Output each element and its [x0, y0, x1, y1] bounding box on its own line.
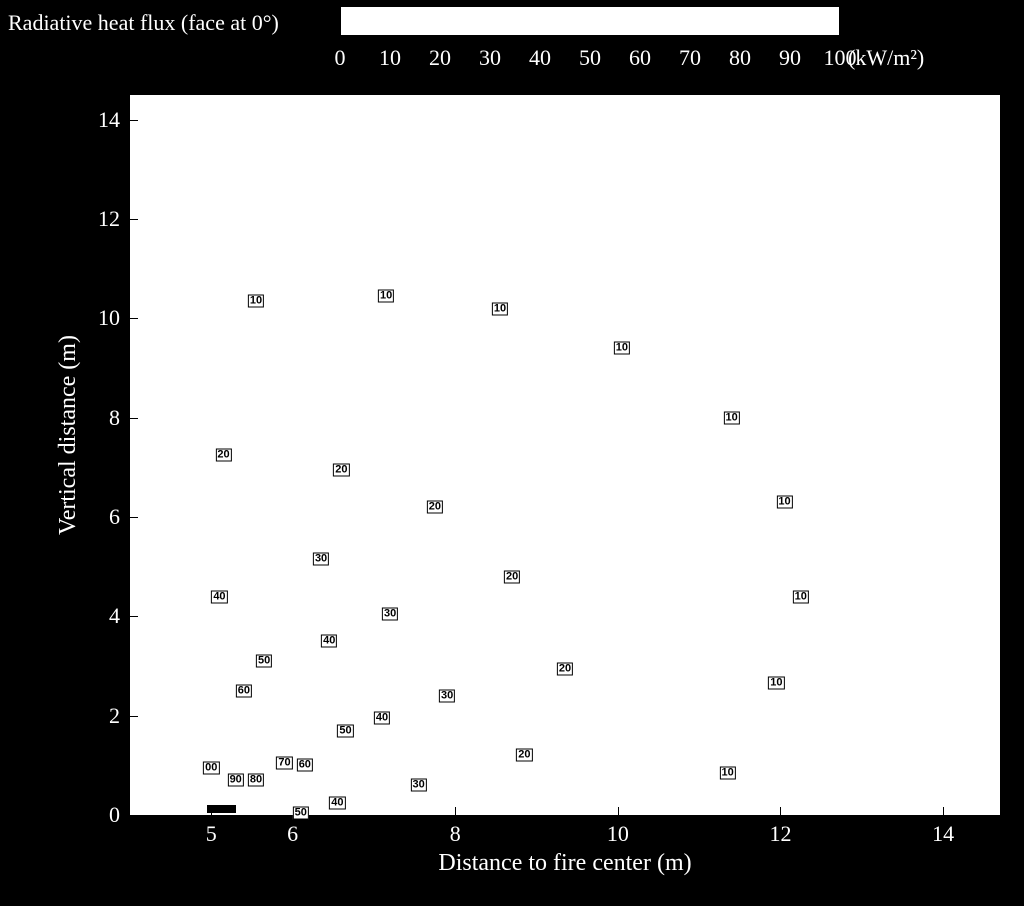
x-tick-label: 14 [932, 821, 954, 847]
contour-label: 40 [321, 635, 337, 648]
colorbar-unit: (kW/m²) [848, 45, 924, 71]
colorbar-tick: 10 [379, 45, 401, 71]
colorbar-title: Radiative heat flux (face at 0°) [8, 10, 279, 36]
y-tick-label: 10 [80, 305, 120, 331]
contour-label: 70 [276, 756, 292, 769]
contour-label: 50 [293, 806, 309, 819]
x-tick-label: 10 [607, 821, 629, 847]
contour-label: 30 [411, 779, 427, 792]
contour-label: 20 [504, 570, 520, 583]
x-tick-label: 8 [450, 821, 461, 847]
plot-top-artifact [195, 95, 255, 107]
figure-container: Radiative heat flux (face at 0°) (kW/m²)… [0, 0, 1024, 906]
colorbar-tick: 80 [729, 45, 751, 71]
contour-label: 20 [427, 501, 443, 514]
x-axis-label: Distance to fire center (m) [415, 850, 715, 877]
colorbar-tick: 30 [479, 45, 501, 71]
x-tick-label: 6 [287, 821, 298, 847]
contour-label: 40 [211, 590, 227, 603]
contour-label: 10 [776, 496, 792, 509]
y-tick-label: 4 [80, 603, 120, 629]
colorbar [340, 6, 840, 36]
colorbar-tick: 100 [824, 45, 857, 71]
contour-label: 40 [329, 796, 345, 809]
y-tick-label: 14 [80, 107, 120, 133]
contour-label: 00 [203, 761, 219, 774]
y-tick-label: 0 [80, 802, 120, 828]
contour-label: 10 [614, 342, 630, 355]
contour-label: 60 [297, 759, 313, 772]
contour-label: 30 [313, 553, 329, 566]
y-tick-label: 6 [80, 504, 120, 530]
contour-label: 80 [248, 774, 264, 787]
colorbar-tick: 90 [779, 45, 801, 71]
plot-area [130, 95, 1000, 815]
contour-label: 20 [557, 662, 573, 675]
contour-label: 30 [439, 689, 455, 702]
colorbar-tick: 0 [335, 45, 346, 71]
contour-label: 90 [228, 774, 244, 787]
contour-label: 50 [256, 655, 272, 668]
contour-label: 10 [793, 590, 809, 603]
colorbar-tick: 50 [579, 45, 601, 71]
colorbar-tick: 20 [429, 45, 451, 71]
contour-label: 20 [215, 449, 231, 462]
contour-label: 10 [378, 290, 394, 303]
contour-label: 10 [719, 766, 735, 779]
x-tick-label: 12 [769, 821, 791, 847]
colorbar-tick: 40 [529, 45, 551, 71]
y-tick-label: 8 [80, 405, 120, 431]
contour-label: 40 [374, 712, 390, 725]
colorbar-tick: 60 [629, 45, 651, 71]
contour-label: 50 [337, 724, 353, 737]
y-tick-label: 12 [80, 206, 120, 232]
y-axis-label: Vertical distance (m) [55, 305, 82, 565]
contour-label: 10 [492, 302, 508, 315]
contour-label: 60 [236, 684, 252, 697]
plot-bottom-bar [207, 805, 235, 813]
contour-label: 10 [768, 677, 784, 690]
contour-label: 10 [724, 411, 740, 424]
contour-label: 20 [516, 749, 532, 762]
contour-label: 30 [382, 607, 398, 620]
x-tick-label: 5 [206, 821, 217, 847]
contour-label: 10 [248, 295, 264, 308]
y-tick-label: 2 [80, 703, 120, 729]
contour-label: 20 [333, 463, 349, 476]
colorbar-tick: 70 [679, 45, 701, 71]
